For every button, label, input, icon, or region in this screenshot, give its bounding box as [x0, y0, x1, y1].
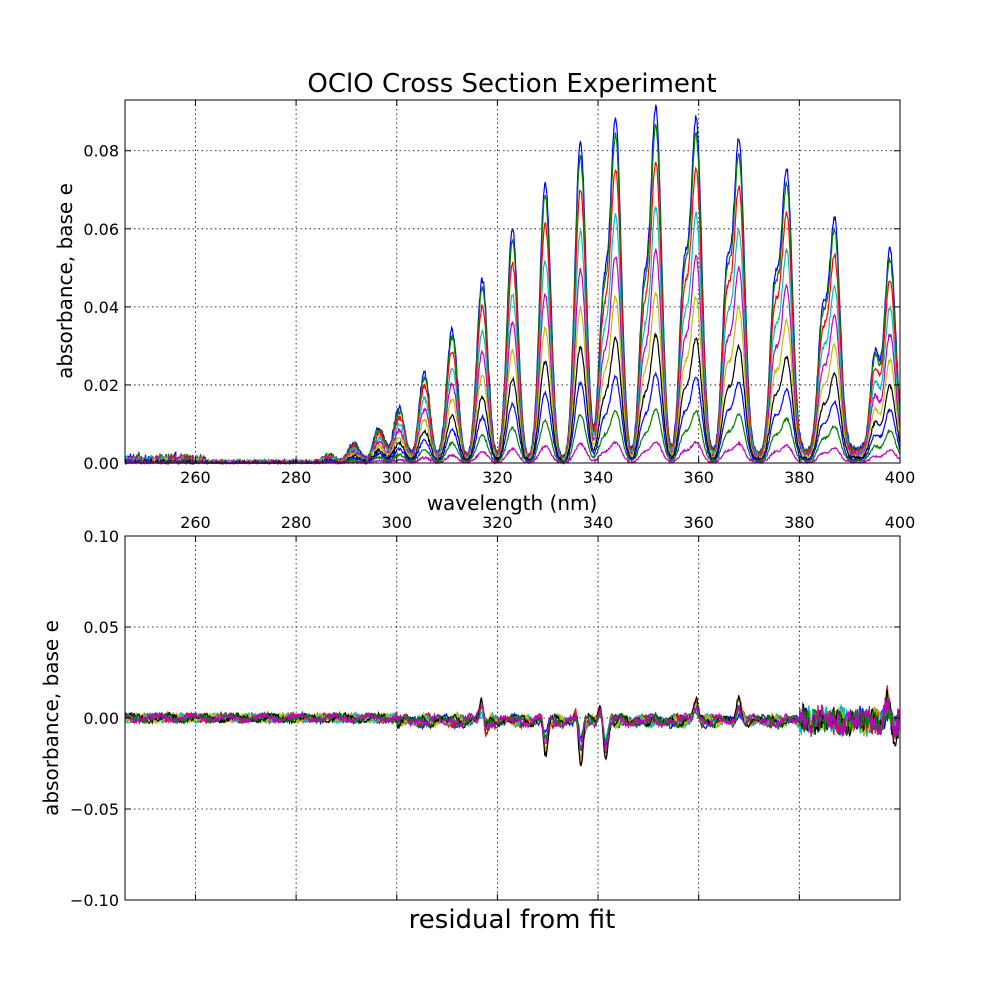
bottom-y-axis-label: absorbance, base e: [39, 620, 63, 816]
bottom-x-tick-label: 260: [180, 513, 211, 532]
top-x-tick-label: 360: [683, 468, 714, 487]
top-series-line-2: [124, 123, 901, 466]
bottom-series-line-8: [124, 697, 901, 752]
bottom-x-tick-label: 360: [683, 513, 714, 532]
top-series-line-9: [124, 408, 901, 465]
bottom-x-tick-label: 300: [381, 513, 412, 532]
top-x-tick-label: 280: [281, 468, 312, 487]
top-x-tick-label: 320: [482, 468, 513, 487]
bottom-series-line-6: [124, 689, 900, 768]
top-y-axis-label: absorbance, base e: [53, 183, 77, 379]
top-gridlines: [125, 100, 900, 463]
top-plot-frame: [124, 99, 901, 464]
top-x-axis-label: wavelength (nm): [427, 491, 598, 515]
bottom-x-tick-label: 380: [784, 513, 815, 532]
top-y-tick-label: 0.04: [83, 298, 119, 317]
top-x-tick-label: 340: [583, 468, 614, 487]
chart-title: OClO Cross Section Experiment: [307, 69, 716, 99]
bottom-x-tick-label: 320: [482, 513, 513, 532]
bottom-x-tick-label: 280: [281, 513, 312, 532]
bottom-panel: 260 280 300 320 340 360 380 400 −0.10 −0.05 0.00 0.…: [39, 513, 915, 935]
top-x-tick-label: 400: [885, 468, 916, 487]
bottom-y-tick-label: −0.10: [70, 891, 119, 910]
bottom-y-tick-label: 0.00: [83, 709, 119, 728]
bottom-y-tick-label: 0.05: [83, 618, 119, 637]
top-y-tick-label: 0.06: [83, 220, 119, 239]
top-x-tick-label: 380: [784, 468, 815, 487]
bottom-y-tick-label: 0.10: [83, 527, 119, 546]
bottom-series-group: [124, 685, 901, 768]
top-series-line-5: [124, 248, 901, 466]
top-ticks: 260 280 300 320 340 360 380 400 0.00 0.02 0.04 0.06…: [83, 100, 915, 487]
top-series-line-6: [124, 291, 901, 466]
top-y-tick-label: 0.08: [83, 142, 119, 161]
top-x-tick-label: 300: [381, 468, 412, 487]
top-x-tick-label: 260: [180, 468, 211, 487]
bottom-x-tick-label: 340: [583, 513, 614, 532]
top-series-line-1: [124, 104, 901, 466]
bottom-ticks: 260 280 300 320 340 360 380 400 −0.10 −0.05 0.00 0.…: [70, 513, 915, 910]
top-series-group: [124, 104, 901, 466]
bottom-x-axis-label: residual from fit: [409, 905, 616, 935]
top-series-line-10: [124, 440, 901, 465]
bottom-x-tick-label: 400: [885, 513, 916, 532]
top-y-tick-label: 0.00: [83, 454, 119, 473]
top-y-tick-label: 0.02: [83, 376, 119, 395]
bottom-y-tick-label: −0.05: [70, 800, 119, 819]
top-panel: OClO Cross Section Experiment 260 280 300 3…: [53, 69, 915, 515]
